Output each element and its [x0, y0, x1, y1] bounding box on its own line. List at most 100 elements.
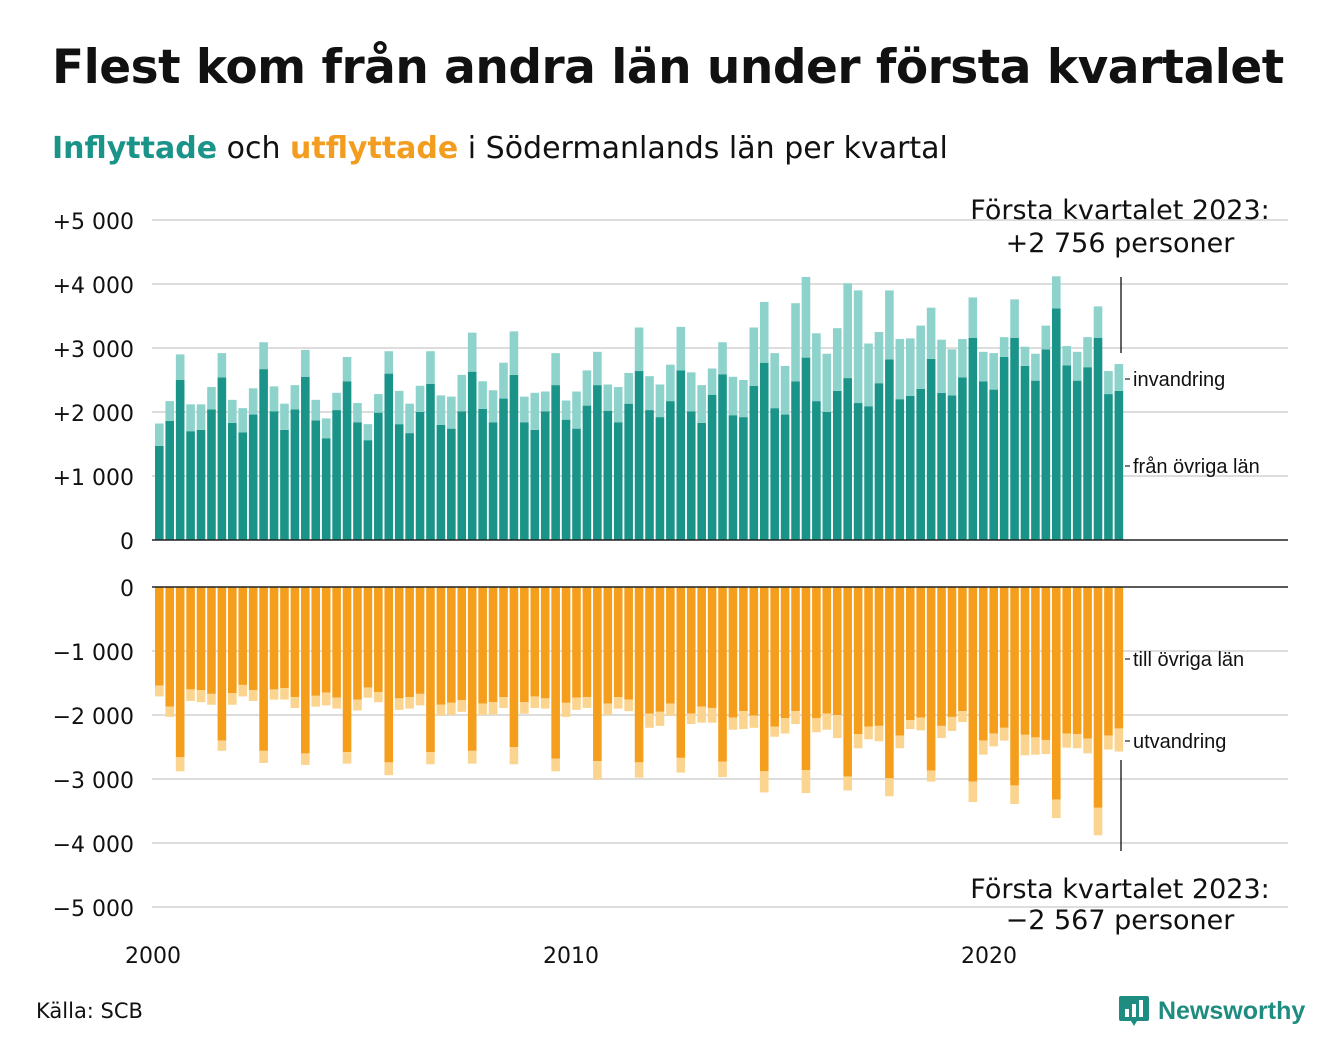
bar-utvandring	[217, 740, 227, 751]
bar-till-ovriga-lan	[1072, 587, 1082, 735]
bar-utvandring	[1010, 785, 1019, 804]
bar-invandring	[1083, 337, 1092, 368]
bar-invandring	[374, 394, 383, 413]
bar-fran-ovriga-lan	[968, 337, 978, 540]
bar-fran-ovriga-lan	[155, 445, 164, 540]
bar-till-ovriga-lan	[853, 587, 863, 735]
bar-utvandring	[572, 697, 581, 710]
bar-invandring	[436, 395, 446, 425]
bar-till-ovriga-lan	[321, 587, 331, 693]
bar-utvandring	[1041, 739, 1051, 755]
chart-subtitle: Inflyttade och utflyttade i Södermanland…	[52, 131, 948, 166]
bar-till-ovriga-lan	[759, 587, 769, 772]
bar-fran-ovriga-lan	[363, 440, 373, 540]
bar-till-ovriga-lan	[968, 587, 978, 782]
bar-fran-ovriga-lan	[989, 389, 998, 540]
bar-invandring	[238, 408, 248, 433]
bar-fran-ovriga-lan	[780, 414, 790, 540]
bar-fran-ovriga-lan	[551, 385, 560, 540]
x-tick-label: 2020	[961, 944, 1017, 969]
bar-fran-ovriga-lan	[374, 412, 383, 540]
bar-till-ovriga-lan	[186, 587, 195, 690]
subtitle-och: och	[217, 131, 290, 166]
bar-invandring	[749, 327, 759, 386]
bar-till-ovriga-lan	[228, 587, 237, 694]
bar-till-ovriga-lan	[593, 587, 602, 762]
series-label-till-ovriga-lan: till övriga län	[1133, 649, 1244, 671]
bar-utvandring	[447, 702, 456, 715]
bar-till-ovriga-lan	[1051, 587, 1061, 800]
bar-till-ovriga-lan	[520, 587, 529, 703]
bar-utvandring	[384, 762, 394, 776]
bar-till-ovriga-lan	[770, 587, 779, 727]
bar-invandring	[624, 372, 633, 404]
bar-fran-ovriga-lan	[457, 411, 467, 540]
bar-till-ovriga-lan	[353, 587, 362, 700]
bar-till-ovriga-lan	[1083, 587, 1092, 739]
bar-till-ovriga-lan	[707, 587, 717, 708]
bar-invandring	[634, 327, 644, 372]
bar-utvandring	[593, 761, 602, 780]
bar-invandring	[885, 290, 894, 360]
bar-fran-ovriga-lan	[770, 408, 779, 540]
bar-invandring	[175, 354, 185, 380]
bar-utvandring	[311, 695, 321, 707]
bar-fran-ovriga-lan	[165, 420, 175, 540]
annotation-bottom: Första kvartalet 2023:	[970, 874, 1269, 905]
bar-fran-ovriga-lan	[175, 380, 185, 540]
source-note: Källa: SCB	[36, 999, 143, 1023]
bar-fran-ovriga-lan	[822, 412, 832, 540]
bar-till-ovriga-lan	[676, 587, 686, 758]
bar-invandring	[739, 380, 748, 418]
bar-utvandring	[634, 762, 644, 778]
bar-invandring	[937, 339, 946, 393]
bar-till-ovriga-lan	[822, 587, 832, 714]
bar-till-ovriga-lan	[937, 587, 946, 726]
y-tick-label: +4 000	[53, 274, 134, 299]
bar-invandring	[467, 332, 477, 372]
bar-fran-ovriga-lan	[1041, 349, 1051, 540]
bar-utvandring	[686, 713, 696, 724]
bar-till-ovriga-lan	[905, 587, 915, 721]
bar-invandring	[645, 376, 654, 411]
subtitle-inflyttade: Inflyttade	[52, 131, 218, 166]
bar-invandring	[321, 418, 331, 439]
bar-fran-ovriga-lan	[1114, 390, 1124, 540]
bar-utvandring	[1031, 737, 1040, 755]
bar-utvandring	[707, 707, 717, 723]
bar-utvandring	[655, 711, 665, 726]
bar-utvandring	[467, 750, 477, 764]
bar-fran-ovriga-lan	[228, 422, 237, 540]
bar-invandring	[1104, 371, 1113, 395]
bar-invandring	[718, 342, 727, 375]
bar-till-ovriga-lan	[207, 587, 216, 694]
bar-invandring	[248, 388, 258, 415]
bar-till-ovriga-lan	[363, 587, 373, 688]
annotation-bottom: −2 567 personer	[1006, 905, 1236, 936]
bar-till-ovriga-lan	[1062, 587, 1072, 734]
bar-invandring	[978, 351, 988, 382]
bar-utvandring	[739, 711, 748, 730]
bar-invandring	[707, 368, 717, 395]
bar-invandring	[447, 396, 456, 429]
bar-fran-ovriga-lan	[509, 374, 519, 540]
y-tick-label: +1 000	[53, 466, 134, 491]
bar-invandring	[989, 353, 998, 390]
bar-till-ovriga-lan	[572, 587, 581, 698]
bar-fran-ovriga-lan	[561, 419, 571, 540]
bar-till-ovriga-lan	[686, 587, 696, 714]
bar-utvandring	[540, 698, 550, 709]
bar-invandring	[697, 385, 706, 423]
bar-utvandring	[905, 720, 915, 730]
bar-invandring	[405, 403, 414, 434]
bar-till-ovriga-lan	[342, 587, 352, 753]
bar-utvandring	[978, 740, 988, 755]
bar-invandring	[1093, 306, 1103, 338]
bar-utvandring	[895, 735, 905, 749]
bar-utvandring	[676, 757, 686, 773]
bar-till-ovriga-lan	[280, 587, 289, 689]
bar-fran-ovriga-lan	[467, 371, 477, 540]
y-tick-label: −1 000	[53, 641, 134, 666]
bar-till-ovriga-lan	[415, 587, 425, 694]
bar-till-ovriga-lan	[926, 587, 936, 771]
